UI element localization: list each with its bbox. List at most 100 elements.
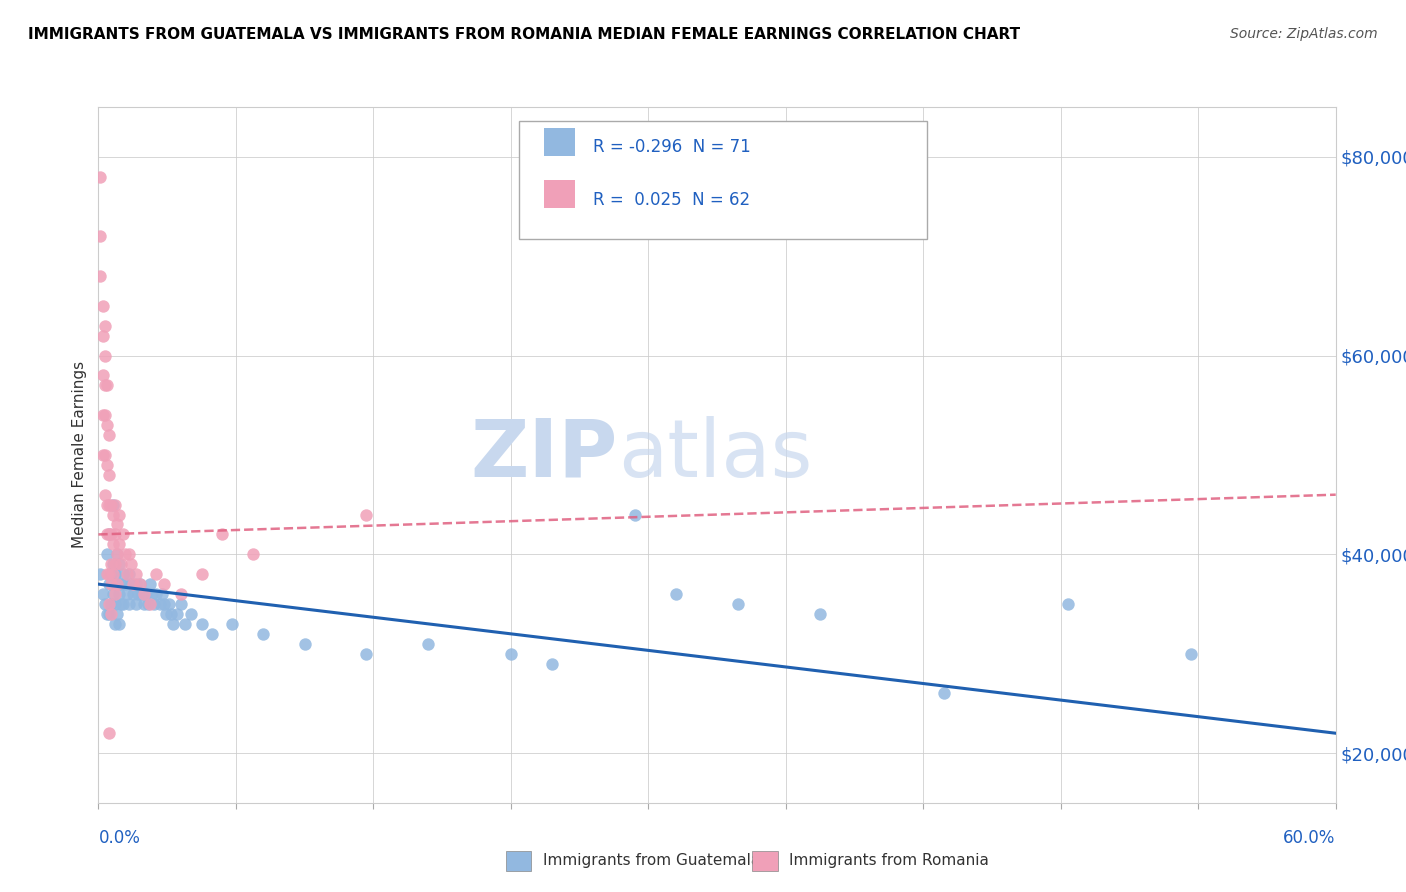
Point (93, 378, 115, 392)
Point (112, 597, 135, 611)
Point (97, 498, 120, 512)
Point (100, 558, 122, 572)
Point (93, 408, 115, 422)
Point (97, 726, 120, 740)
Point (100, 607, 122, 621)
Point (211, 527, 233, 541)
Point (180, 607, 202, 621)
Point (93, 349, 115, 363)
Point (97, 577, 120, 591)
Point (117, 567, 139, 582)
Point (356, 647, 378, 661)
Point (118, 597, 141, 611)
Point (114, 577, 136, 591)
FancyBboxPatch shape (544, 128, 575, 156)
Point (104, 558, 127, 572)
Text: Immigrants from Romania: Immigrants from Romania (789, 854, 988, 868)
Point (124, 597, 146, 611)
Point (93, 318, 115, 333)
Point (120, 558, 142, 572)
Point (623, 508, 645, 522)
Point (97, 527, 120, 541)
Point (89, 567, 111, 582)
Point (110, 558, 132, 572)
Point (89, 268, 111, 283)
Point (110, 597, 132, 611)
Point (89, 229, 111, 244)
Point (122, 587, 145, 601)
Point (96, 547, 118, 561)
Point (104, 616, 127, 631)
Point (91, 448, 114, 462)
Point (93, 448, 115, 462)
Point (100, 498, 122, 512)
Point (149, 597, 172, 611)
Point (105, 577, 128, 591)
Point (150, 587, 173, 601)
Point (128, 577, 150, 591)
Point (96, 527, 118, 541)
FancyBboxPatch shape (519, 121, 928, 239)
Point (97, 567, 120, 582)
Point (112, 567, 135, 582)
Point (91, 368, 114, 383)
Point (143, 597, 166, 611)
Point (201, 627, 224, 641)
Point (221, 616, 243, 631)
Point (128, 577, 150, 591)
Point (89, 169, 111, 184)
Point (727, 597, 749, 611)
Point (97, 428, 120, 442)
Point (97, 607, 120, 621)
Point (105, 547, 128, 561)
Point (808, 607, 831, 621)
Text: 60.0%: 60.0% (1284, 830, 1336, 847)
Point (118, 547, 141, 561)
Point (124, 577, 146, 591)
Point (541, 657, 564, 671)
Point (135, 587, 157, 601)
Point (242, 547, 264, 561)
Point (96, 418, 118, 433)
Point (104, 498, 127, 512)
Point (141, 587, 163, 601)
Point (1180, 647, 1202, 661)
Text: IMMIGRANTS FROM GUATEMALA VS IMMIGRANTS FROM ROMANIA MEDIAN FEMALE EARNINGS CORR: IMMIGRANTS FROM GUATEMALA VS IMMIGRANTS … (28, 27, 1021, 42)
FancyBboxPatch shape (544, 180, 575, 208)
Point (93, 488, 115, 502)
Point (190, 616, 212, 631)
Text: R =  0.025  N = 62: R = 0.025 N = 62 (593, 191, 751, 209)
Point (122, 577, 145, 591)
Point (139, 577, 162, 591)
Point (118, 567, 141, 582)
Point (97, 467, 120, 482)
Point (124, 567, 146, 582)
Point (97, 527, 120, 541)
Point (91, 408, 114, 422)
Point (108, 616, 131, 631)
Point (157, 597, 180, 611)
Point (110, 577, 132, 591)
Point (100, 577, 122, 591)
Point (356, 508, 378, 522)
Point (145, 587, 167, 601)
Point (499, 647, 522, 661)
Point (294, 637, 316, 651)
Point (665, 587, 688, 601)
Point (91, 299, 114, 313)
Point (96, 567, 118, 582)
Point (96, 498, 118, 512)
Point (153, 577, 176, 591)
Text: Immigrants from Guatemala: Immigrants from Guatemala (543, 854, 761, 868)
Text: atlas: atlas (619, 416, 813, 494)
Point (104, 567, 127, 582)
Point (252, 627, 274, 641)
Point (117, 587, 139, 601)
Text: Source: ZipAtlas.com: Source: ZipAtlas.com (1230, 27, 1378, 41)
Point (136, 597, 159, 611)
Point (114, 547, 136, 561)
Point (170, 597, 193, 611)
Point (139, 597, 162, 611)
Point (170, 587, 193, 601)
Point (132, 587, 155, 601)
